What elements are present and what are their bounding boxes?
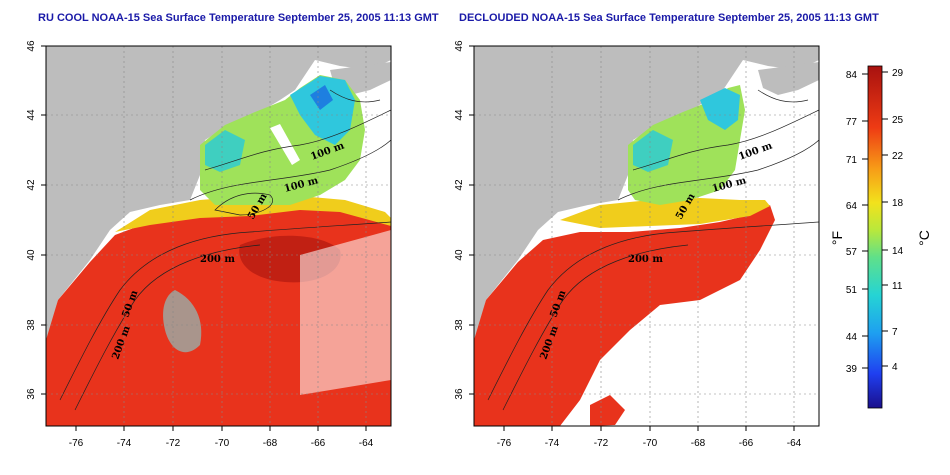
yellow-band: [560, 198, 770, 228]
colorbar-fahrenheit-label: °F: [829, 231, 845, 245]
x-tick-label: -72: [594, 438, 609, 449]
x-tick-label: -72: [166, 438, 181, 449]
x-tick-label: -68: [691, 438, 706, 449]
colorbar-f-tick: 39: [846, 364, 858, 375]
blue-spot: [310, 85, 333, 110]
colorbar-c-tick: 4: [892, 362, 898, 373]
y-tick-label: 40: [454, 249, 465, 261]
warm-water: [474, 205, 775, 426]
x-axis-declouded: -76 -74 -72 -70 -68 -66 -64: [497, 426, 802, 449]
x-tick-label: -66: [739, 438, 754, 449]
y-tick-label: 42: [454, 179, 465, 191]
x-tick-label: -76: [69, 438, 84, 449]
colorbar-f-tick: 44: [846, 332, 858, 343]
x-tick-label: -64: [787, 438, 802, 449]
x-tick-label: -74: [117, 438, 132, 449]
panel-frame-declouded: [473, 45, 820, 427]
panel-frame-raw: [45, 45, 392, 427]
cloud-speckle: [300, 230, 391, 395]
white-cloud-strip: [270, 124, 300, 165]
cool-speckle: [163, 290, 202, 353]
colorbar-c-tick: 11: [892, 281, 903, 292]
panel-title-declouded: DECLOUDED NOAA-15 Sea Surface Temperatur…: [459, 12, 879, 24]
contour-label-200m: 200 m: [200, 254, 235, 265]
y-tick-label: 42: [26, 179, 37, 191]
x-axis-raw: -76 -74 -72 -70 -68 -66 -64: [69, 426, 374, 449]
colorbar-c-tick: 14: [892, 246, 904, 257]
cyan-patch: [700, 88, 740, 130]
colorbar-f-tick: 64: [846, 201, 858, 212]
x-tick-label: -68: [263, 438, 278, 449]
colorbar-c-tick: 7: [892, 327, 898, 338]
land-mass: [46, 46, 391, 340]
x-tick-label: -74: [545, 438, 560, 449]
colorbar-c-tick: 25: [892, 115, 904, 126]
colorbar-scale: [867, 65, 883, 409]
y-tick-label: 40: [26, 249, 37, 261]
y-tick-label: 38: [26, 319, 37, 331]
y-tick-label: 46: [26, 40, 37, 52]
colorbar-c-tick: 22: [892, 151, 904, 162]
x-tick-label: -70: [215, 438, 230, 449]
y-tick-label: 44: [26, 109, 37, 121]
map-panel-declouded: 100 m 100 m 50 m 200 m 50 m 200 m: [474, 46, 819, 426]
colorbar-c-tick: 18: [892, 198, 904, 209]
x-tick-label: -76: [497, 438, 512, 449]
y-tick-label: 46: [454, 40, 465, 52]
y-tick-label: 36: [454, 388, 465, 400]
colorbar-f-tick: 77: [846, 117, 858, 128]
x-tick-label: -64: [359, 438, 374, 449]
colorbar-f-tick: 71: [846, 155, 858, 166]
y-axis-raw: 46 44 42 40 38 36: [26, 40, 46, 400]
contour-label-200m: 200 m: [628, 254, 663, 265]
cyan-patch: [290, 76, 355, 145]
panel-title-raw: RU COOL NOAA-15 Sea Surface Temperature …: [38, 12, 439, 24]
y-tick-label: 44: [454, 109, 465, 121]
y-axis-declouded: 46 44 42 40 38 36: [454, 40, 474, 400]
bathymetry-contours: [59, 89, 391, 411]
graticule: [46, 46, 391, 426]
temperature-colorbar: 84 77 71 64 57 51 44 39 29 25 22 18 14 1…: [829, 65, 932, 409]
bathymetry-contours: [487, 89, 819, 411]
y-tick-label: 36: [26, 388, 37, 400]
x-tick-label: -70: [643, 438, 658, 449]
x-tick-label: -66: [311, 438, 326, 449]
colorbar-f-tick: 57: [846, 247, 858, 258]
y-tick-label: 38: [454, 319, 465, 331]
land-mass: [474, 46, 819, 340]
map-panel-raw: 100 m 100 m 50 m 200 m 50 m 200 m: [46, 46, 391, 426]
colorbar-f-tick: 51: [846, 285, 858, 296]
graticule: [474, 46, 819, 426]
warm-patch-south: [590, 395, 625, 426]
colorbar-f-tick: 84: [846, 70, 858, 81]
cyan-patch-2: [633, 130, 673, 172]
colorbar-celsius-label: °C: [916, 230, 932, 246]
colorbar-c-tick: 29: [892, 68, 904, 79]
land-nova-scotia: [758, 62, 819, 95]
cyan-patch-2: [205, 130, 245, 172]
